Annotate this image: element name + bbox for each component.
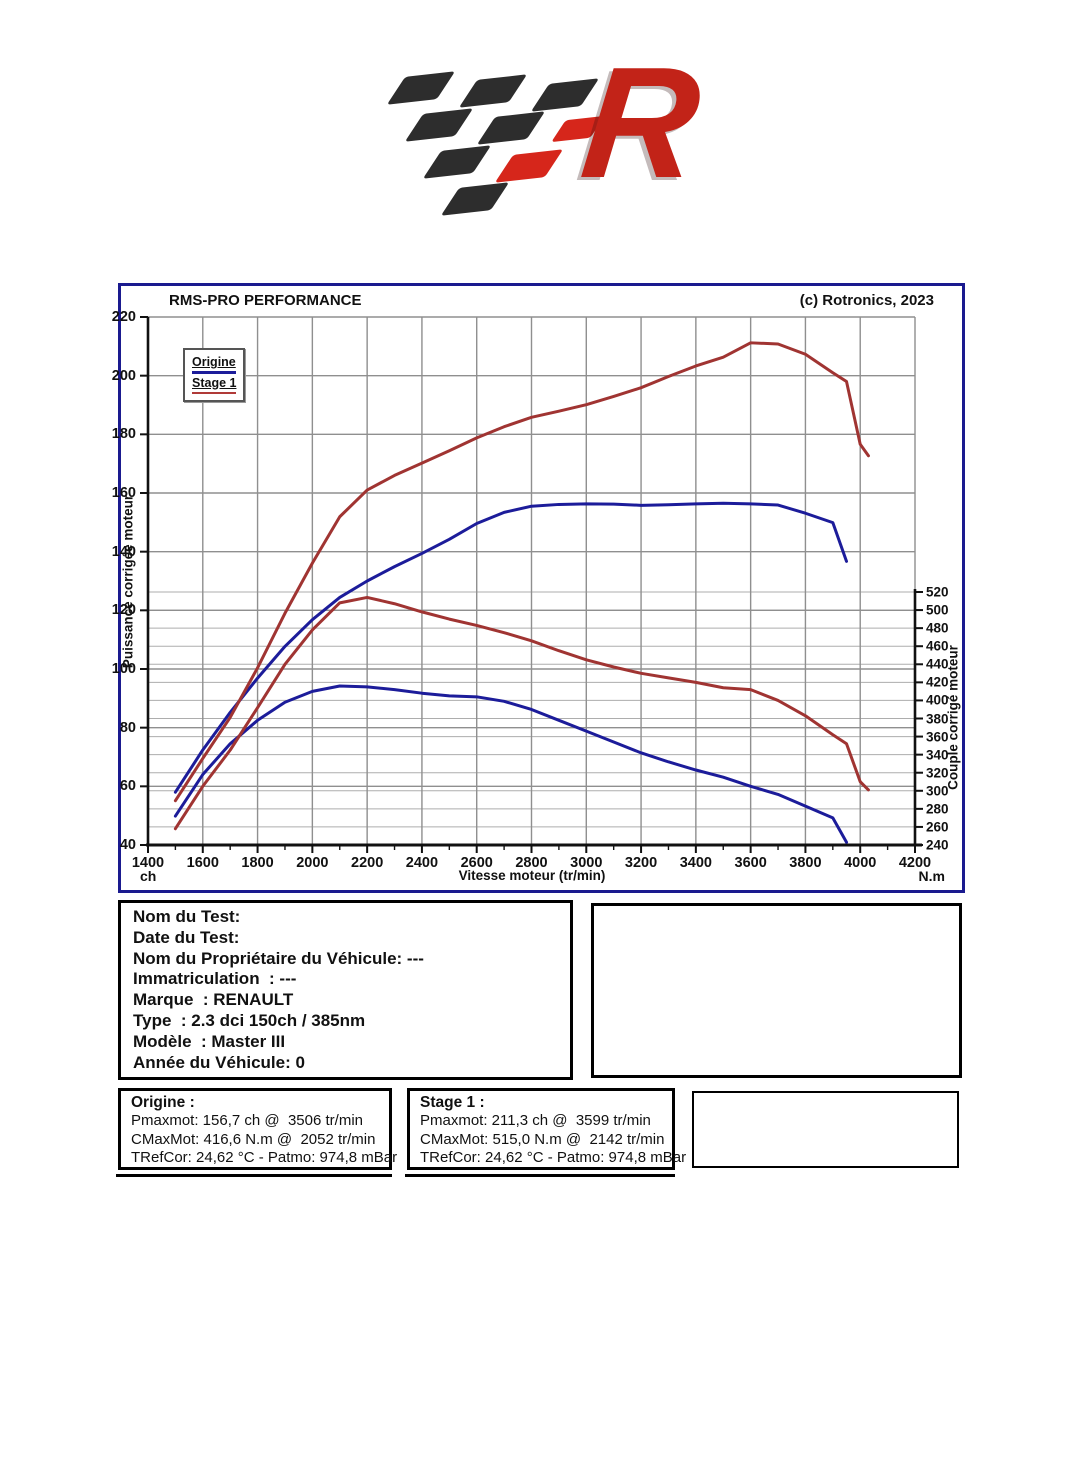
logo-checker-piece (422, 145, 492, 179)
logo-checker-piece (404, 108, 474, 142)
chart-copyright: (c) Rotronics, 2023 (799, 292, 934, 309)
legend-color-line (192, 391, 237, 394)
vehicle-info-line: Type : 2.3 dci 150ch / 385nm (133, 1010, 366, 1030)
vehicle-info-line: Marque : RENAULT (133, 990, 294, 1010)
curve-origine-couple-n-m- (173, 684, 849, 844)
origine-box-line: TRefCor: 24,62 °C - Patmo: 974,8 mBar (131, 1149, 398, 1166)
origine-box-line: Pmaxmot: 156,7 ch @ 3506 tr/min (131, 1112, 363, 1129)
logo-checker-piece (476, 111, 546, 145)
vehicle-info-line: Date du Test: (133, 927, 240, 947)
curve-stage-1-couple-n-m- (173, 595, 870, 831)
stage1-box-line: CMaxMot: 515,0 N.m @ 2142 tr/min (420, 1130, 665, 1148)
origine-box-title: Origine : (131, 1094, 195, 1111)
legend-color-line (192, 371, 237, 374)
vehicle-info-line: Nom du Test: (133, 907, 241, 926)
legend: Origine Stage 1 (183, 348, 246, 402)
empty-box-bottom-right (692, 1091, 959, 1168)
plot-area (140, 316, 923, 853)
empty-box-top-right (591, 903, 962, 1078)
stage1-box-title: Stage 1 : (420, 1094, 485, 1111)
logo-checker-piece (458, 74, 528, 108)
legend-item-stage-1: Stage 1 (192, 375, 237, 394)
chart-title: RMS-PRO PERFORMANCE (169, 292, 362, 309)
logo-checker-piece-red (494, 149, 564, 183)
chart-frame: 40 60 80 100 120 140 160 180 200 220 240 260 280 300 3… (112, 283, 965, 893)
stage1-box-line: Pmaxmot: 211,3 ch @ 3599 tr/min (420, 1112, 651, 1129)
vehicle-info-line: Immatriculation : --- (133, 969, 297, 989)
logo-checker-piece (386, 71, 456, 105)
origine-box-line: CMaxMot: 416,6 N.m @ 2052 tr/min (131, 1130, 376, 1148)
logo-checker-piece (440, 182, 510, 216)
legend-item-origine: Origine (192, 355, 237, 374)
y-right-axis-title: Couple corrigé moteur (945, 645, 961, 790)
curve-origine-puissance-ch- (173, 501, 849, 794)
logo-letter-r: R (574, 35, 708, 211)
vehicle-info-line: Année du Véhicule: 0 (133, 1052, 305, 1072)
x-unit-ch: ch (140, 868, 157, 884)
origine-result-box: Origine : Pmaxmot: 156,7 ch @ 3506 tr/mi… (116, 1088, 398, 1177)
y-left-axis-title: Puissance corrigée moteur (120, 494, 136, 669)
vehicle-info-box: Nom du Test: Date du Test: Nom du Propriét… (118, 900, 573, 1080)
x-unit-nm: N.m (918, 868, 945, 884)
stage1-result-box: Stage 1 : Pmaxmot: 211,3 ch @ 3599 tr/mi… (405, 1088, 687, 1177)
legend-label: Origine (192, 355, 236, 369)
rms-logo: R (386, 35, 718, 223)
vehicle-info-line: Nom du Propriétaire du Véhicule: --- (133, 948, 424, 968)
curve-stage-1-puissance-ch- (173, 341, 870, 803)
legend-label: Stage 1 (192, 375, 237, 390)
x-axis-title: Vitesse moteur (tr/min) (458, 868, 606, 883)
stage1-box-line: TRefCor: 24,62 °C - Patmo: 974,8 mBar (420, 1149, 687, 1166)
vehicle-info-line: Modèle : Master III (133, 1031, 286, 1051)
